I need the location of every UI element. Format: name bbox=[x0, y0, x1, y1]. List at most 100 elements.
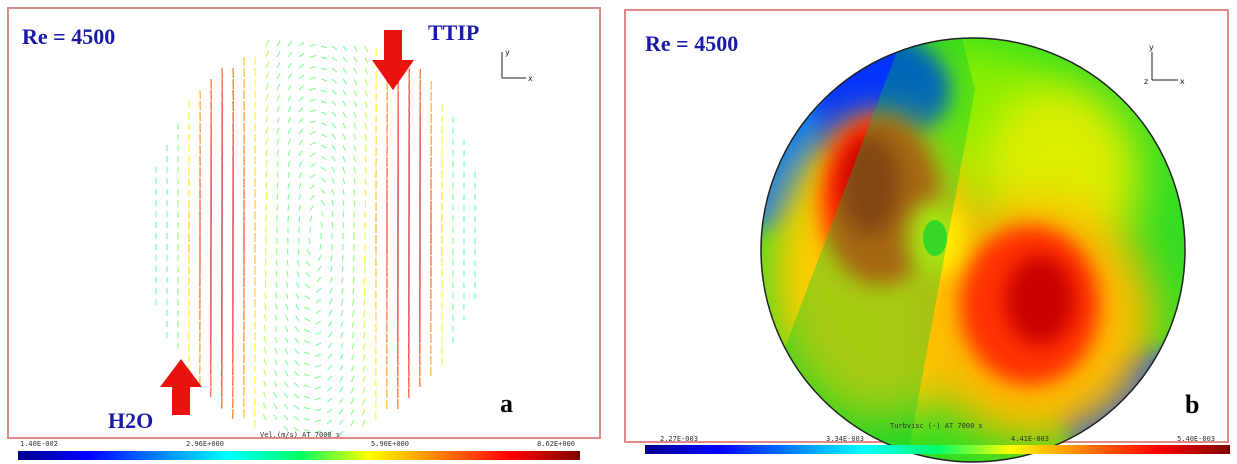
velocity-vector bbox=[305, 272, 311, 278]
velocity-vector bbox=[320, 221, 324, 229]
colorbar-label: 3.34E-003 bbox=[826, 435, 864, 443]
velocity-vector bbox=[287, 95, 292, 102]
velocity-vector bbox=[298, 117, 304, 124]
velocity-vector bbox=[362, 331, 366, 340]
velocity-vector bbox=[273, 414, 278, 421]
velocity-vector bbox=[351, 353, 355, 361]
velocity-vector bbox=[265, 94, 269, 102]
velocity-vector bbox=[352, 298, 355, 306]
velocity-vector bbox=[298, 74, 305, 80]
velocity-vector bbox=[342, 45, 348, 52]
velocity-vector bbox=[338, 430, 344, 437]
velocity-vector bbox=[342, 67, 348, 74]
velocity-vector bbox=[314, 419, 322, 423]
velocity-vector bbox=[298, 107, 304, 113]
velocity-vector bbox=[274, 347, 278, 355]
velocity-vector bbox=[294, 326, 300, 333]
velocity-vector bbox=[263, 369, 267, 377]
velocity-vector bbox=[364, 133, 368, 142]
velocity-vector bbox=[342, 210, 345, 218]
velocity-vector bbox=[331, 133, 337, 140]
velocity-vector bbox=[327, 342, 333, 349]
velocity-vector bbox=[276, 62, 281, 69]
velocity-vector bbox=[287, 138, 291, 146]
velocity-vector bbox=[364, 155, 367, 164]
velocity-vector bbox=[298, 193, 302, 201]
panel-label: a bbox=[500, 389, 513, 418]
velocity-vector bbox=[314, 353, 322, 357]
velocity-vector bbox=[265, 159, 268, 168]
velocity-vector bbox=[294, 360, 300, 366]
velocity-vector bbox=[364, 166, 367, 175]
colorbar-label: 2.96E+000 bbox=[186, 440, 224, 448]
velocity-vector bbox=[353, 45, 358, 52]
velocity-vector bbox=[320, 199, 326, 206]
velocity-vector bbox=[350, 408, 355, 415]
velocity-vector bbox=[363, 265, 366, 274]
velocity-vector bbox=[341, 265, 344, 273]
triad-label: x bbox=[528, 74, 533, 83]
velocity-vector bbox=[303, 395, 311, 399]
velocity-vector bbox=[287, 62, 293, 69]
velocity-vector bbox=[362, 364, 366, 372]
domain-outline bbox=[760, 37, 1186, 463]
velocity-vector bbox=[353, 78, 358, 86]
vector-field bbox=[155, 39, 476, 437]
velocity-vector bbox=[276, 105, 280, 113]
velocity-vector bbox=[265, 181, 268, 190]
velocity-vector bbox=[284, 370, 289, 377]
velocity-vector bbox=[264, 258, 267, 267]
velocity-vector bbox=[351, 331, 355, 339]
velocity-vector bbox=[276, 51, 281, 58]
velocity-vector bbox=[330, 254, 333, 262]
velocity-vector bbox=[352, 287, 355, 295]
velocity-vector bbox=[264, 291, 267, 300]
velocity-vector bbox=[265, 72, 269, 80]
velocity-vector bbox=[276, 193, 279, 201]
inlet-arrow bbox=[160, 359, 202, 415]
velocity-vector bbox=[283, 414, 289, 421]
velocity-vector bbox=[264, 269, 267, 278]
velocity-vector bbox=[328, 320, 333, 327]
velocity-vector bbox=[342, 188, 345, 196]
velocity-vector bbox=[320, 100, 328, 104]
velocity-vector bbox=[342, 89, 347, 96]
velocity-vector bbox=[295, 304, 300, 311]
velocity-vector bbox=[320, 155, 327, 160]
velocity-vector bbox=[320, 89, 328, 93]
velocity-vector bbox=[296, 270, 300, 278]
velocity-vector bbox=[275, 292, 278, 300]
velocity-vector bbox=[331, 166, 336, 173]
velocity-vector bbox=[362, 375, 366, 383]
velocity-vector bbox=[265, 137, 269, 146]
velocity-vector bbox=[326, 430, 333, 436]
velocity-vector bbox=[314, 408, 322, 412]
velocity-vector bbox=[308, 237, 311, 245]
velocity-vector bbox=[328, 309, 333, 316]
velocity-vector bbox=[298, 204, 301, 212]
velocity-vector bbox=[364, 144, 368, 153]
velocity-vector bbox=[309, 76, 317, 80]
velocity-vector bbox=[285, 303, 289, 311]
velocity-vector bbox=[284, 359, 289, 366]
velocity-vector bbox=[265, 126, 269, 135]
velocity-vector bbox=[331, 210, 334, 218]
velocity-vector bbox=[263, 380, 267, 388]
velocity-vector bbox=[264, 280, 267, 289]
velocity-vector bbox=[287, 40, 293, 47]
velocity-vector bbox=[364, 100, 368, 108]
velocity-vector bbox=[331, 188, 335, 196]
panel-b-annotation: Re = 4500 bbox=[645, 31, 738, 56]
velocity-vector bbox=[353, 89, 358, 97]
velocity-vector bbox=[351, 342, 355, 350]
velocity-vector bbox=[342, 78, 347, 85]
velocity-vector bbox=[264, 313, 267, 322]
velocity-vector bbox=[309, 98, 317, 102]
velocity-vector bbox=[342, 144, 346, 152]
velocity-vector bbox=[320, 177, 327, 183]
velocity-vector bbox=[361, 408, 366, 416]
velocity-vector bbox=[353, 67, 358, 74]
velocity-vector bbox=[341, 276, 344, 284]
velocity-vector bbox=[353, 56, 358, 63]
velocity-vector bbox=[298, 128, 304, 135]
